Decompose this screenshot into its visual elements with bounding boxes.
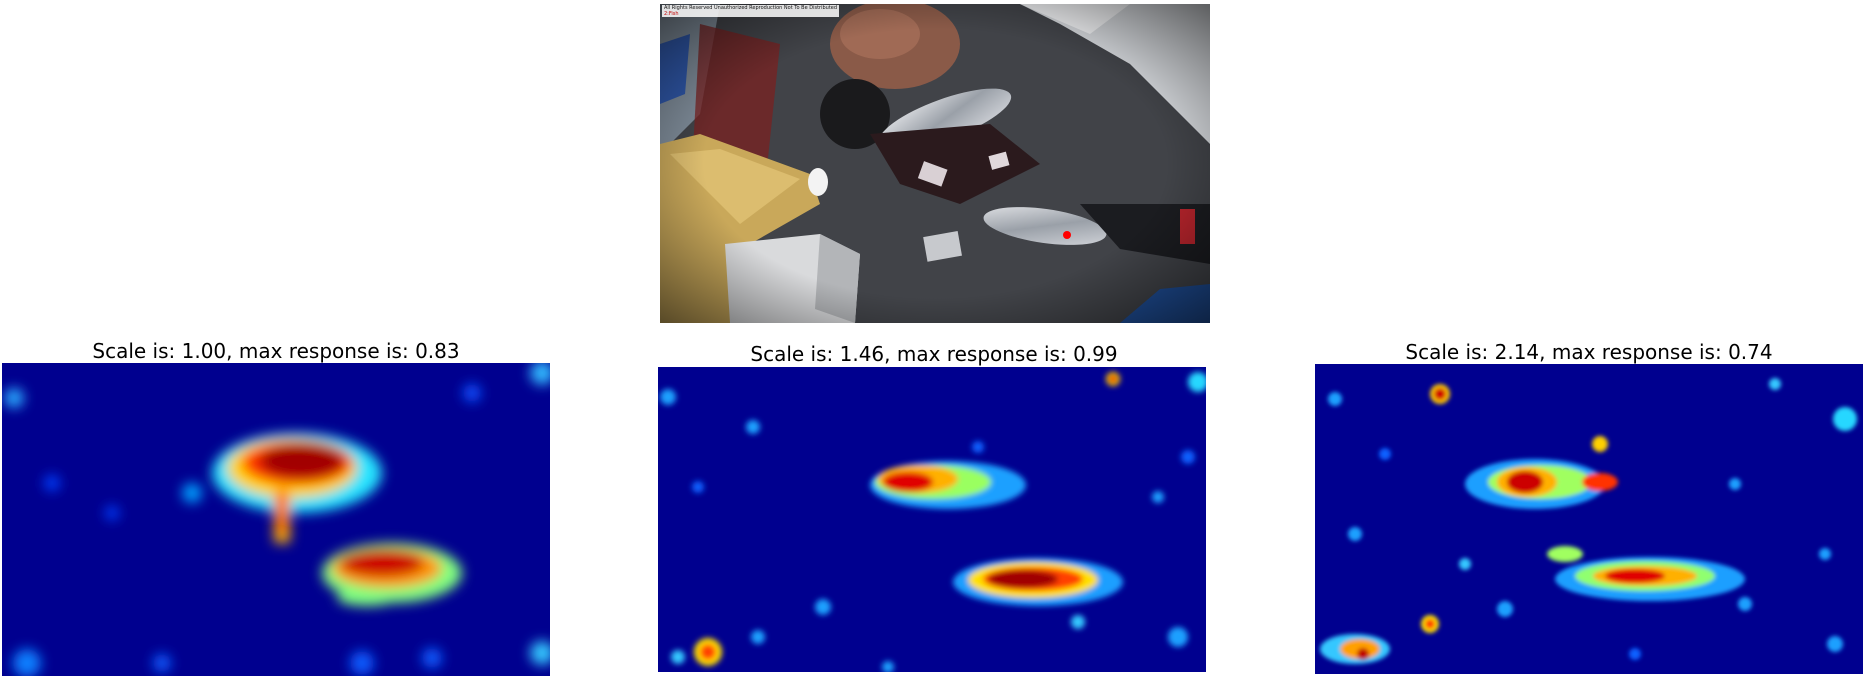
camera-overlay-text: All Rights Reserved Unauthorized Reprodu… xyxy=(662,5,840,17)
panel-title-3: Scale is: 2.14, max response is: 0.74 xyxy=(1405,340,1773,364)
heatmap-1-svg xyxy=(4,363,550,676)
panel-title-1: Scale is: 1.00, max response is: 0.83 xyxy=(92,339,460,363)
heatmap-panel-3: Scale is: 2.14, max response is: 0.74 xyxy=(1312,334,1866,679)
heatmap-3-svg xyxy=(1320,378,1857,664)
heatmap-2 xyxy=(658,367,1206,672)
panel-title-2: Scale is: 1.46, max response is: 0.99 xyxy=(750,342,1118,366)
camera-label: 2:Fish xyxy=(664,11,679,17)
heatmap-panel-2: Scale is: 1.46, max response is: 0.99 xyxy=(656,334,1212,679)
heatmap-2-svg xyxy=(660,372,1206,672)
heatmap-1 xyxy=(2,363,550,676)
heatmap-panel-1: Scale is: 1.00, max response is: 0.83 xyxy=(0,334,552,679)
deck-scene xyxy=(660,4,1210,323)
camera-caption: All Rights Reserved Unauthorized Reprodu… xyxy=(664,5,838,11)
heatmap-3 xyxy=(1315,364,1863,674)
source-photo: All Rights Reserved Unauthorized Reprodu… xyxy=(660,4,1210,323)
